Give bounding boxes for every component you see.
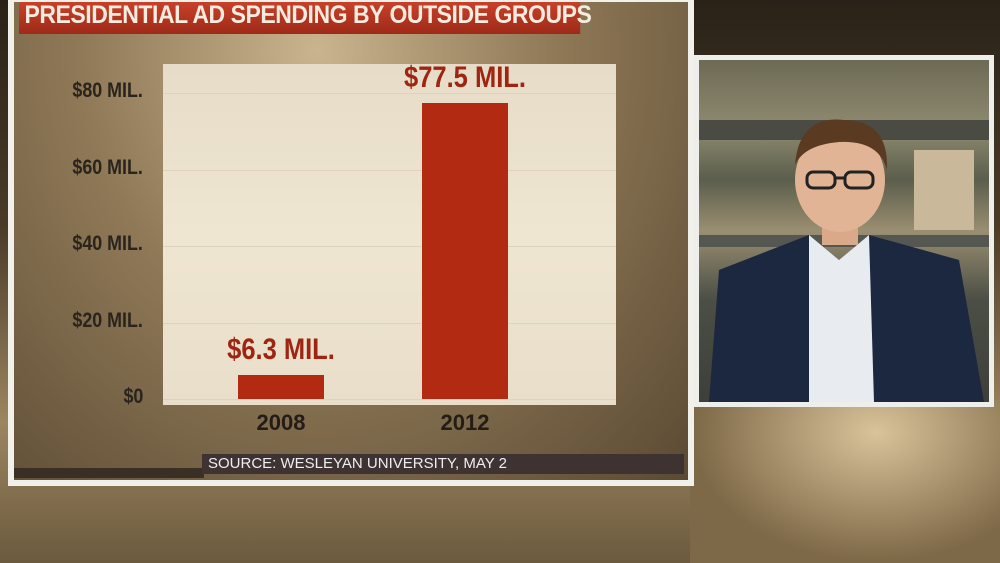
gridline: [163, 399, 616, 400]
data-label: $6.3 MIL.: [227, 332, 335, 366]
gridline: [163, 322, 616, 324]
bar-2008: [238, 374, 324, 399]
y-tick-label: $40 MIL.: [72, 232, 143, 255]
data-label: $77.5 MIL.: [404, 60, 526, 94]
y-tick-label: $0: [123, 385, 143, 408]
bar-2012: [422, 102, 508, 399]
source-caption: SOURCE: WESLEYAN UNIVERSITY, MAY 2: [202, 454, 684, 474]
chart-panel: PRESIDENTIAL AD SPENDING BY OUTSIDE GROU…: [8, 0, 694, 486]
y-tick-label: $60 MIL.: [72, 155, 143, 179]
gridline: [163, 169, 616, 171]
gridline: [163, 93, 616, 94]
gridline: [163, 246, 616, 247]
x-tick-label: 2012: [440, 410, 490, 435]
y-tick-label: $80 MIL.: [72, 79, 143, 102]
x-tick-label: 2008: [256, 410, 306, 435]
background: [690, 400, 1000, 563]
anchor-video-frame: [699, 119, 989, 402]
video-inset: [694, 55, 994, 407]
y-tick-label: $20 MIL.: [72, 308, 143, 332]
plot-area: [163, 64, 616, 405]
chart-title: PRESIDENTIAL AD SPENDING BY OUTSIDE GROU…: [19, 2, 592, 34]
decorative-strip: [14, 468, 204, 478]
